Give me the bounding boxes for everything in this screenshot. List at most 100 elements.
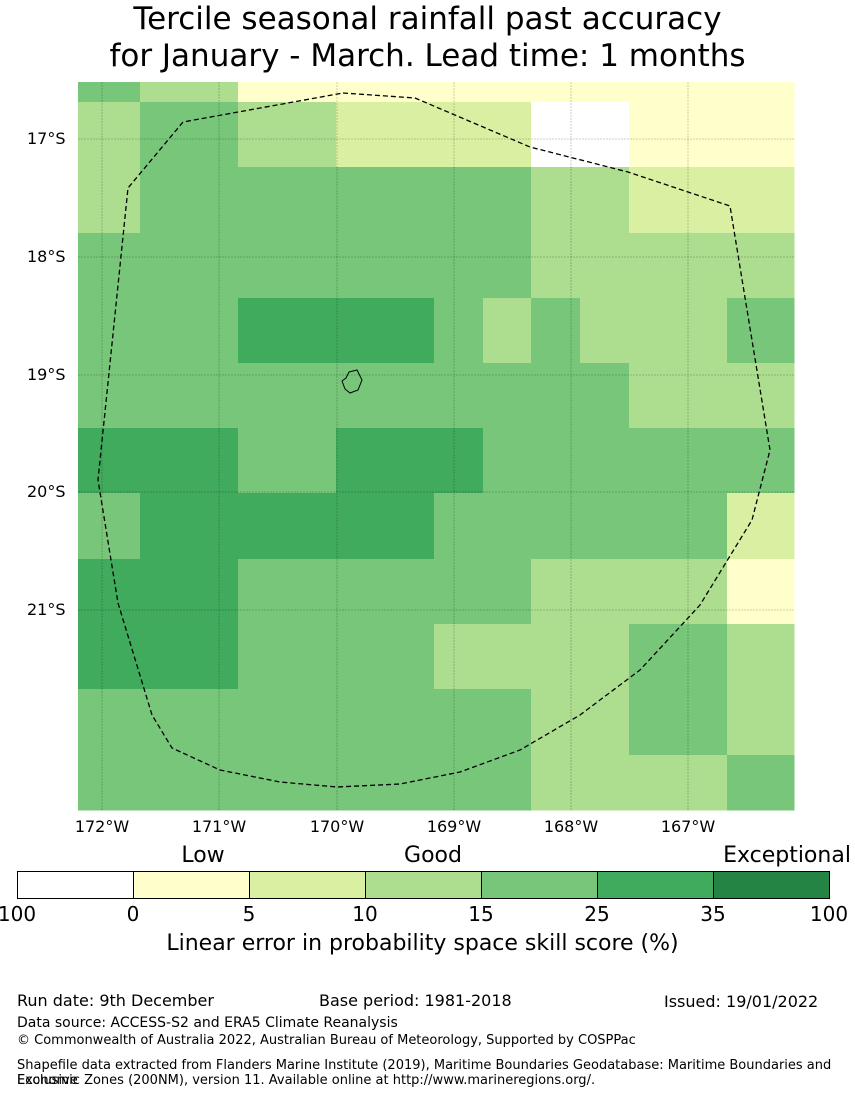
- grid-cell: [78, 167, 141, 234]
- grid-cell: [580, 363, 630, 429]
- grid-cell: [238, 102, 337, 168]
- colorbar: [17, 871, 830, 899]
- grid-cell: [531, 428, 581, 494]
- colorbar-label: 100: [0, 902, 37, 926]
- grid-cell: [629, 624, 679, 690]
- grid-cell: [336, 689, 435, 756]
- skill-map: [78, 82, 795, 811]
- grid-cell: [140, 363, 239, 429]
- grid-cell: [727, 102, 795, 168]
- grid-cell: [140, 689, 239, 756]
- grid-cell: [629, 363, 679, 429]
- grid-cell: [336, 363, 435, 429]
- grid-cell: [238, 428, 337, 494]
- grid-cell: [238, 689, 337, 756]
- grid-cell: [238, 233, 337, 299]
- skill-grid: [78, 82, 795, 811]
- grid-cell: [678, 755, 728, 811]
- colorbar-swatch: [17, 871, 134, 899]
- grid-cell: [336, 493, 435, 560]
- grid-cell: [78, 298, 141, 364]
- grid-cell: [580, 82, 630, 103]
- grid-cell: [678, 624, 728, 690]
- colorbar-label: 10: [352, 902, 378, 926]
- grid-cell: [336, 233, 435, 299]
- grid-cell: [336, 755, 435, 811]
- grid-cell: [580, 755, 630, 811]
- grid-cell: [727, 167, 795, 234]
- grid-cell: [78, 102, 141, 168]
- eez-boundary: [97, 92, 771, 788]
- colorbar-swatch: [365, 871, 482, 899]
- base-period: Base period: 1981-2018: [319, 991, 512, 1010]
- grid-cell: [483, 689, 532, 756]
- lat-label-20s: 20°S: [27, 482, 66, 501]
- copyright: © Commonwealth of Australia 2022, Austra…: [17, 1033, 636, 1048]
- grid-cell: [78, 82, 141, 103]
- grid-cell: [140, 755, 239, 811]
- grid-cell: [140, 624, 239, 690]
- grid-cell: [727, 493, 795, 560]
- grid-cell: [678, 167, 728, 234]
- colorbar-swatch: [597, 871, 714, 899]
- grid-cell: [727, 428, 795, 494]
- grid-cell: [531, 493, 581, 560]
- lat-label-18s: 18°S: [27, 247, 66, 266]
- grid-cell: [678, 82, 728, 103]
- grid-cell: [629, 755, 679, 811]
- lat-label-21s: 21°S: [27, 600, 66, 619]
- grid-cell: [336, 428, 435, 494]
- grid-cell: [629, 493, 679, 560]
- grid-cell: [434, 102, 484, 168]
- grid-cell: [531, 298, 581, 364]
- grid-cell: [580, 559, 630, 625]
- data-source: Data source: ACCESS-S2 and ERA5 Climate …: [17, 1015, 398, 1031]
- category-exceptional: Exceptional: [723, 843, 851, 868]
- colorbar-label: 5: [242, 902, 256, 926]
- grid-cell: [531, 689, 581, 756]
- lon-label-171w: 171°W: [191, 817, 247, 836]
- grid-cell: [434, 493, 484, 560]
- colorbar-label: 0: [126, 902, 140, 926]
- grid-cell: [531, 233, 581, 299]
- shapefile-credit-line-2: Economic Zones (200NM), version 11. Avai…: [17, 1073, 596, 1088]
- grid-cell: [140, 559, 239, 625]
- grid-cell: [629, 102, 679, 168]
- grid-cell: [434, 298, 484, 364]
- grid-cell: [678, 493, 728, 560]
- grid-cell: [434, 755, 484, 811]
- grid-cell: [140, 82, 239, 103]
- grid-cell: [678, 363, 728, 429]
- grid-cell: [483, 298, 532, 364]
- issued-date: Issued: 19/01/2022: [664, 992, 819, 1011]
- grid-cell: [140, 493, 239, 560]
- grid-cell: [580, 298, 630, 364]
- grid-cell: [483, 624, 532, 690]
- grid-cell: [78, 624, 141, 690]
- colorbar-label: 100: [809, 902, 849, 926]
- grid-cell: [678, 428, 728, 494]
- grid-cell: [434, 82, 484, 103]
- grid-cell: [629, 559, 679, 625]
- grid-cell: [580, 493, 630, 560]
- grid-cell: [78, 363, 141, 429]
- grid-cell: [78, 755, 141, 811]
- grid-cell: [483, 755, 532, 811]
- grid-cell: [483, 559, 532, 625]
- grid-cell: [434, 428, 484, 494]
- grid-cell: [531, 102, 581, 168]
- grid-cell: [78, 689, 141, 756]
- grid-cell: [678, 559, 728, 625]
- graticule: [78, 82, 794, 810]
- grid-cell: [336, 167, 435, 234]
- grid-cell: [140, 167, 239, 234]
- grid-cell: [78, 559, 141, 625]
- grid-cell: [727, 82, 795, 103]
- colorbar-swatch: [481, 871, 598, 899]
- map-title-line-2: for January - March. Lead time: 1 months: [109, 38, 746, 74]
- grid-cell: [336, 82, 435, 103]
- category-good: Good: [404, 843, 462, 868]
- grid-cell: [336, 102, 435, 168]
- grid-cell: [678, 233, 728, 299]
- grid-cell: [434, 689, 484, 756]
